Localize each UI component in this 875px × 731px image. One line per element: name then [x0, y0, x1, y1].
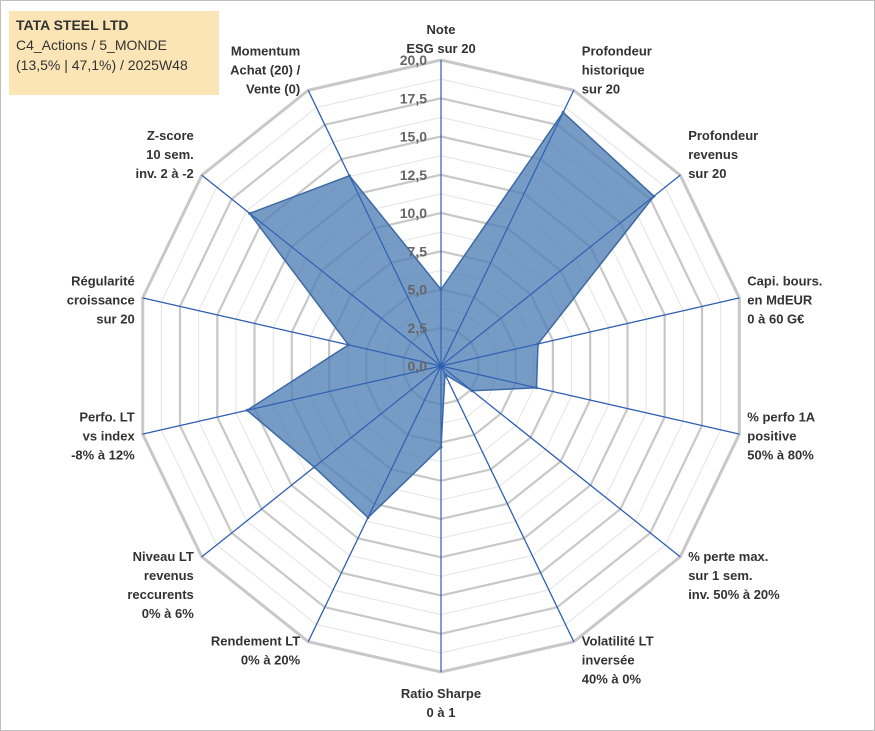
data-point: [347, 343, 350, 347]
axis-label: revenus: [144, 568, 194, 583]
portfolio-line: C4_Actions / 5_MONDE: [16, 37, 167, 53]
axis-label: Volatilité LT: [582, 634, 654, 649]
axis-label: Perfo. LT: [79, 410, 134, 425]
axis-label: en MdEUR: [747, 292, 813, 307]
axis-spoke-overlay: [440, 365, 740, 435]
data-point: [439, 445, 443, 449]
tick-label: 12,5: [400, 167, 427, 183]
tick-label: 20,0: [400, 52, 427, 68]
data-point: [470, 389, 474, 393]
tick-label: 0,0: [408, 358, 428, 374]
axis-label: sur 1 sem.: [688, 568, 752, 583]
axis-label: inv. 50% à 20%: [688, 587, 780, 602]
axis-label: Profondeur: [688, 128, 758, 143]
data-point: [561, 110, 565, 114]
axis-label: % perte max.: [688, 549, 768, 564]
axis-label: croissance: [67, 292, 135, 307]
data-point: [536, 342, 540, 346]
series-area: [245, 111, 655, 519]
axis-spoke-overlay: [201, 174, 442, 367]
axis-label: Ratio Sharpe: [401, 686, 481, 701]
axis-label: % perfo 1A: [747, 410, 816, 425]
axis-spoke-overlay: [307, 365, 442, 642]
axis-label: inv. 2 à -2: [136, 166, 194, 181]
axis-label: Note: [427, 22, 456, 37]
data-point: [443, 372, 447, 376]
series: [142, 60, 740, 672]
data-point: [248, 211, 252, 215]
axis-label: sur 20: [96, 311, 134, 326]
axis-spoke-overlay: [440, 90, 575, 367]
axis-label: 10 sem.: [146, 147, 194, 162]
axis-spoke-overlay: [440, 365, 681, 558]
axis-label: Régularité: [71, 273, 135, 288]
axis-label: Rendement LT: [211, 634, 300, 649]
data-point: [366, 516, 370, 520]
axis-label: Achat (20) /: [230, 62, 300, 77]
info-box: TATA STEEL LTD C4_Actions / 5_MONDE (13,…: [9, 11, 219, 95]
axis-spoke-overlay: [142, 297, 442, 367]
tick-labels: 0,0 2,5 5,0 7,5 10,0 12,5 15,0 17,5 20,0: [400, 52, 427, 374]
axis-label: historique: [582, 62, 645, 77]
axis-label: Profondeur: [582, 43, 652, 58]
axis-label: Vente (0): [246, 81, 300, 96]
axis-spoke-overlay: [440, 365, 575, 642]
axis-label: 40% à 0%: [582, 672, 642, 687]
axis-label: -8% à 12%: [71, 448, 135, 463]
axis-label: 0% à 20%: [241, 653, 301, 668]
tick-label: 17,5: [400, 90, 427, 106]
data-point: [439, 288, 443, 291]
axis-spoke-overlay: [307, 90, 442, 367]
axis-label: Niveau LT: [133, 549, 194, 564]
axis-spoke-overlay: [201, 365, 442, 558]
axis-label: inversée: [582, 653, 635, 668]
axis-label: 50% à 80%: [747, 448, 814, 463]
data-point: [312, 465, 316, 469]
axis-label: 0 à 1: [427, 705, 456, 720]
axis-label: Momentum: [231, 43, 300, 58]
data-point: [347, 174, 351, 178]
company-name: TATA STEEL LTD: [16, 17, 129, 33]
axis-labels: Note ESG sur 20 Profondeur historique sur 20…: [67, 22, 823, 720]
tick-label: 5,0: [408, 282, 428, 298]
tick-label: 10,0: [400, 205, 427, 221]
axis-label: Z-score: [147, 128, 194, 143]
axis-spoke-overlay: [440, 297, 740, 367]
axis-label: 0% à 6%: [142, 606, 194, 621]
axis-label: Capi. bours.: [747, 273, 822, 288]
axis-label: sur 20: [688, 166, 726, 181]
axis-label: positive: [747, 429, 796, 444]
axis-spoke-overlay: [142, 365, 442, 435]
tick-label: 15,0: [400, 129, 427, 145]
tick-label: 7,5: [408, 243, 428, 259]
axis-label: revenus: [688, 147, 738, 162]
axis-label: reccurents: [127, 587, 193, 602]
tick-label: 2,5: [408, 320, 428, 336]
data-point: [652, 194, 656, 198]
data-point: [535, 386, 538, 390]
stats-line: (13,5% | 47,1%) / 2025W48: [16, 57, 188, 73]
axis-label: vs index: [83, 429, 136, 444]
axis-spoke-overlay: [440, 174, 681, 367]
axis-label: sur 20: [582, 81, 620, 96]
axis-label: 0 à 60 G€: [747, 311, 804, 326]
axis-label: ESG sur 20: [406, 41, 475, 56]
data-point: [245, 408, 249, 412]
